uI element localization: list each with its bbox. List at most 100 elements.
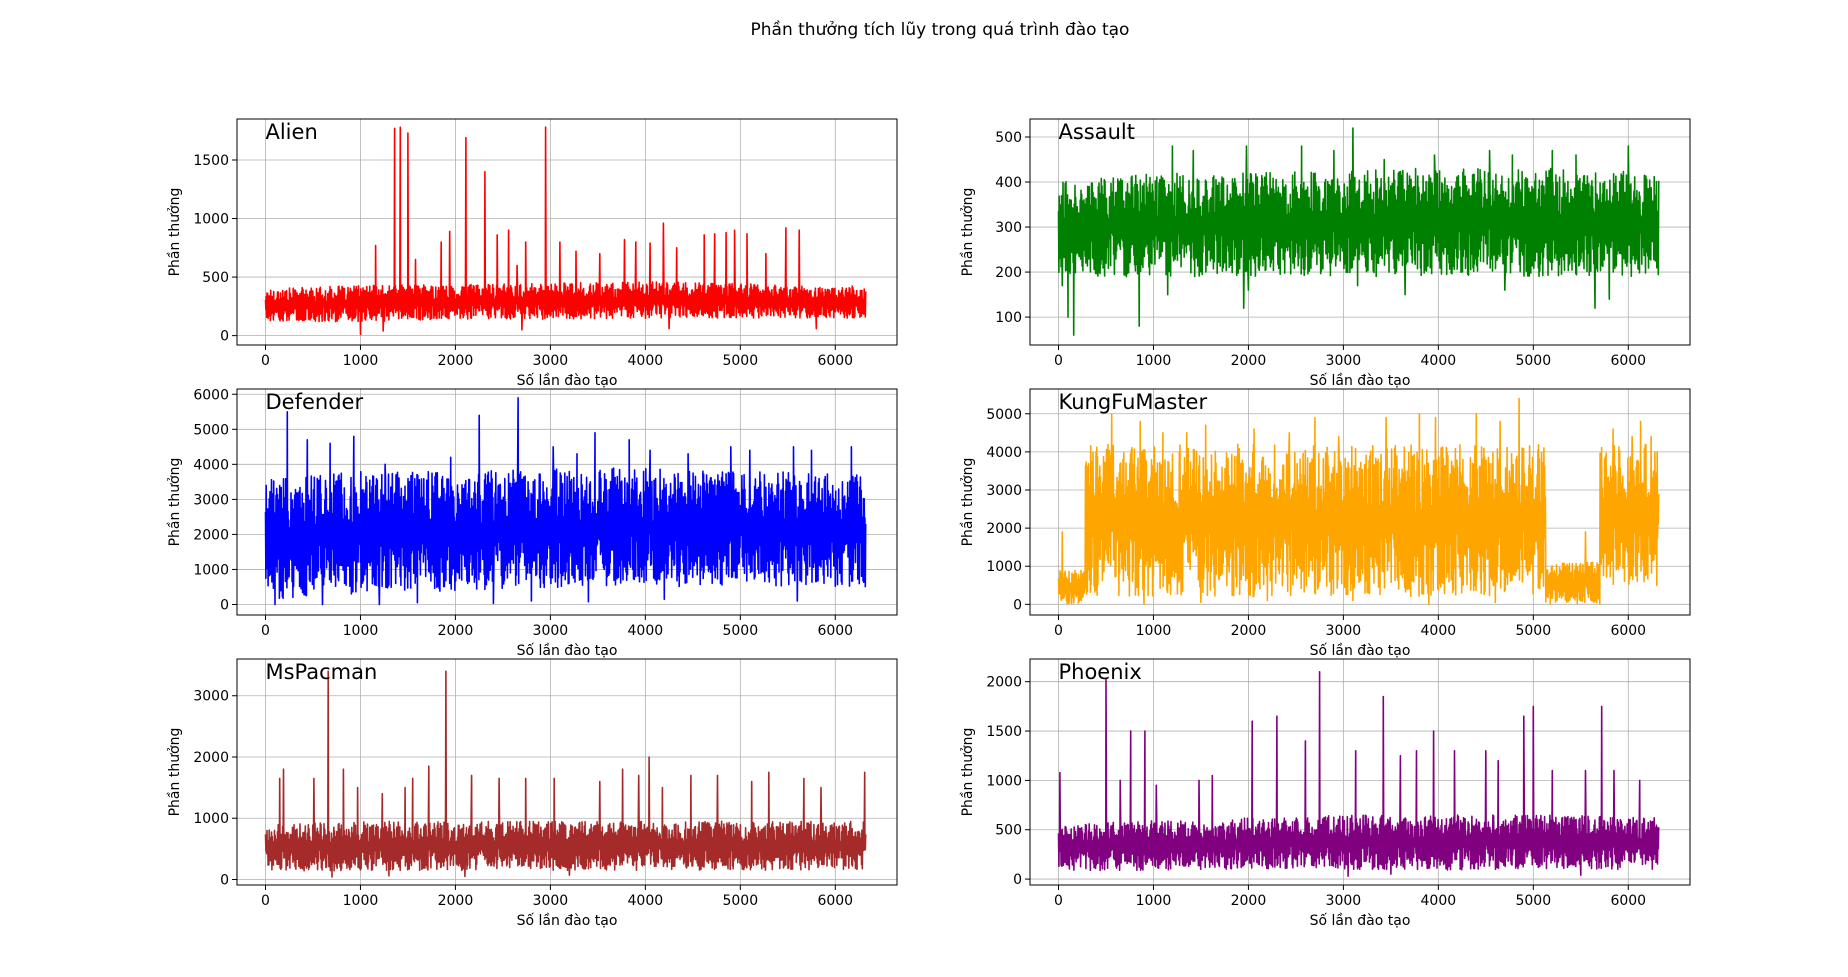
x-tick-label: 6000 <box>1610 623 1646 639</box>
y-tick-label: 200 <box>995 265 1022 281</box>
x-tick-label: 4000 <box>1421 353 1457 369</box>
y-tick-label: 1500 <box>193 153 229 169</box>
y-tick-label: 0 <box>1013 597 1022 613</box>
subplot-grid: 0 1000 2000 3000 4000 5000 6000050010001500Số … <box>167 118 1691 929</box>
y-tick-label: 6000 <box>193 387 229 403</box>
y-tick-label: 3000 <box>986 483 1022 499</box>
x-tick-label: 3000 <box>1326 353 1362 369</box>
axes-frame <box>1029 388 1691 616</box>
subplot-phoenix: 0 1000 2000 3000 4000 5000 6000 0 500 1000 1500 200… <box>960 658 1691 929</box>
y-tick-label: 2000 <box>193 750 229 766</box>
panel-title: Alien <box>265 120 317 144</box>
y-tick-label: 0 <box>1013 872 1022 888</box>
y-tick-label: 3000 <box>193 492 229 508</box>
x-tick-label: 4000 <box>1421 623 1457 639</box>
x-tick-label: 3000 <box>533 353 569 369</box>
x-tick-label: 5000 <box>1515 893 1551 909</box>
x-axis-label: Số lần đào tạo <box>517 372 618 389</box>
x-tick-label: 4000 <box>628 623 664 639</box>
x-tick-label: 0 <box>261 353 270 369</box>
x-tick-label: 5000 <box>1515 353 1551 369</box>
subplot-kungfumaster: 0 1000 2000 3000 4000 5000 6000 0 1000 2000 3000 40… <box>960 388 1691 659</box>
y-axis-label: Phần thưởng <box>167 728 183 817</box>
x-tick-label: 1000 <box>343 893 379 909</box>
subplot-defender: 0 1000 2000 3000 4000 5000 6000 0 1000 2000 3000 40… <box>167 387 898 659</box>
grid <box>237 119 897 345</box>
series-line-alien <box>264 126 867 336</box>
x-axis-label: Số lần đào tạo <box>1310 372 1411 389</box>
series-line-assault <box>1057 127 1660 336</box>
y-tick-label: 0 <box>220 597 229 613</box>
y-tick-label: 500 <box>995 130 1022 146</box>
y-tick-label: 1000 <box>193 811 229 827</box>
y-tick-label: 1000 <box>193 562 229 578</box>
axes-frame <box>236 388 898 616</box>
x-tick-label: 5000 <box>722 353 758 369</box>
y-tick-label: 1000 <box>986 559 1022 575</box>
x-tick-label: 0 <box>1054 893 1063 909</box>
x-tick-label: 6000 <box>1610 893 1646 909</box>
axes-frame <box>236 658 898 886</box>
y-tick-label: 4000 <box>193 457 229 473</box>
x-axis-label: Số lần đào tạo <box>1310 642 1411 659</box>
y-tick-label: 0 <box>220 329 229 345</box>
subplot-alien: 0 1000 2000 3000 4000 5000 6000 0 500 1000 1500 Số … <box>167 118 898 389</box>
y-axis-label: Phần thưởng <box>960 728 976 817</box>
x-tick-label: 2000 <box>438 353 474 369</box>
series-line-kungfumaster <box>1057 397 1660 606</box>
y-tick-label: 3000 <box>193 689 229 705</box>
x-tick-label: 5000 <box>722 893 758 909</box>
axes-frame <box>1029 658 1691 886</box>
x-tick-label: 6000 <box>817 353 853 369</box>
panel-title: Assault <box>1058 120 1135 144</box>
panel-title: Defender <box>265 390 363 414</box>
x-tick-label: 2000 <box>1231 353 1267 369</box>
y-tick-label: 5000 <box>986 407 1022 423</box>
x-tick-label: 0 <box>1054 623 1063 639</box>
x-tick-label: 2000 <box>438 893 474 909</box>
x-tick-label: 0 <box>261 893 270 909</box>
y-tick-label: 4000 <box>986 445 1022 461</box>
x-tick-label: 2000 <box>438 623 474 639</box>
grid <box>237 659 897 885</box>
x-tick-label: 6000 <box>1610 353 1646 369</box>
x-tick-label: 0 <box>261 623 270 639</box>
y-tick-label: 400 <box>995 175 1022 191</box>
y-tick-label: 500 <box>202 270 229 286</box>
y-tick-label: 0 <box>220 872 229 888</box>
x-tick-label: 1000 <box>1136 623 1172 639</box>
x-tick-label: 6000 <box>817 623 853 639</box>
y-tick-label: 2000 <box>193 527 229 543</box>
x-tick-label: 4000 <box>1421 893 1457 909</box>
panel-title: KungFuMaster <box>1058 390 1207 414</box>
axes-frame <box>236 118 898 346</box>
x-tick-label: 4000 <box>628 353 664 369</box>
panel-title: MsPacman <box>265 660 377 684</box>
x-tick-label: 3000 <box>533 893 569 909</box>
x-tick-label: 3000 <box>1326 893 1362 909</box>
series-line-mspacman <box>264 670 867 878</box>
y-axis-label: Phần thưởng <box>960 188 976 277</box>
x-tick-label: 5000 <box>722 623 758 639</box>
x-tick-label: 6000 <box>817 893 853 909</box>
x-tick-label: 2000 <box>1231 893 1267 909</box>
y-axis-label: Phần thưởng <box>167 188 183 277</box>
series-line-phoenix <box>1057 671 1660 877</box>
x-tick-label: 1000 <box>1136 353 1172 369</box>
y-tick-label: 1000 <box>986 773 1022 789</box>
y-tick-label: 2000 <box>986 675 1022 691</box>
y-tick-label: 2000 <box>986 521 1022 537</box>
x-tick-label: 0 <box>1054 353 1063 369</box>
series-line-defender <box>264 397 867 606</box>
x-tick-label: 3000 <box>1326 623 1362 639</box>
x-tick-label: 2000 <box>1231 623 1267 639</box>
x-tick-label: 1000 <box>343 353 379 369</box>
y-tick-label: 1000 <box>193 212 229 228</box>
y-tick-label: 300 <box>995 220 1022 236</box>
y-tick-label: 5000 <box>193 422 229 438</box>
figure-title: Phần thưởng tích lũy trong quá trình đào… <box>751 19 1130 40</box>
y-axis-label: Phần thưởng <box>167 458 183 547</box>
x-axis-label: Số lần đào tạo <box>517 912 618 929</box>
x-tick-label: 1000 <box>343 623 379 639</box>
subplot-assault: 0 1000 2000 3000 4000 5000 6000 100 200 300 400 500… <box>960 118 1691 389</box>
